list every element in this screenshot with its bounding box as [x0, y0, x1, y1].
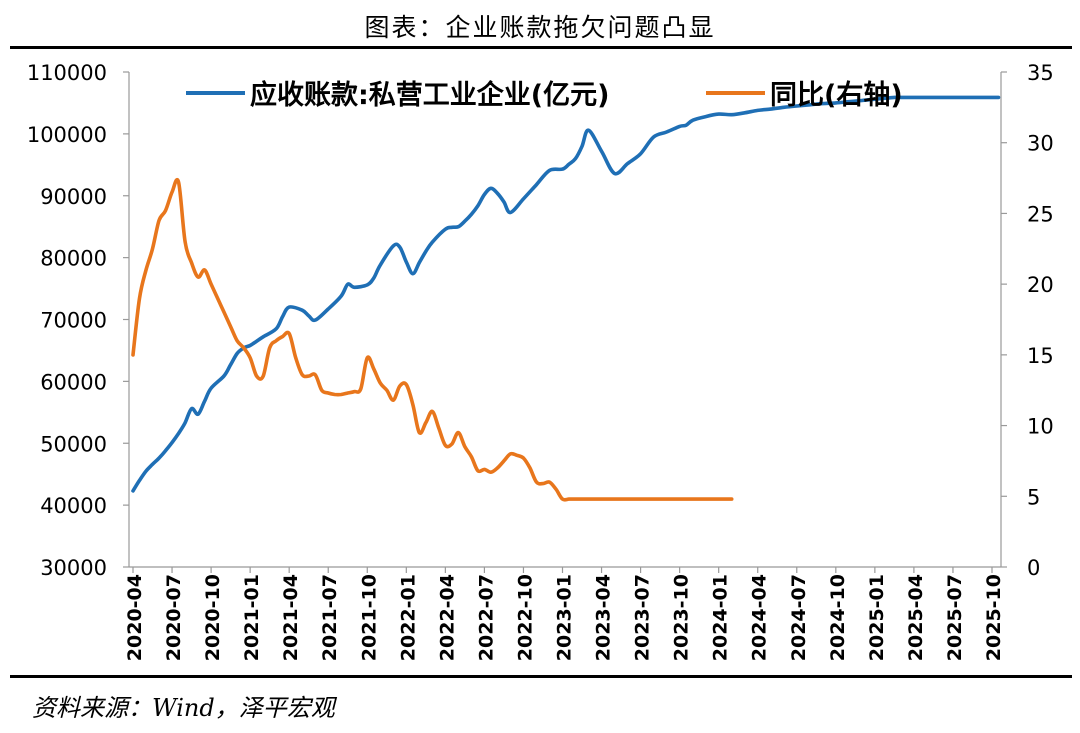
left-tick-label: 80000 [40, 247, 107, 271]
x-tick-label: 2023-10 [671, 574, 693, 661]
right-tick-label: 35 [1027, 61, 1054, 85]
x-tick-label: 2023-01 [554, 574, 576, 661]
left-tick-label: 60000 [40, 370, 107, 394]
right-tick-label: 10 [1027, 415, 1054, 439]
x-tick-label: 2023-07 [632, 574, 654, 661]
legend-label-yoy: 同比(右轴) [770, 80, 903, 111]
right-tick-label: 5 [1027, 485, 1040, 509]
left-tick-label: 50000 [40, 432, 107, 456]
right-tick-label: 30 [1027, 132, 1054, 156]
x-tick-label: 2021-01 [241, 574, 263, 661]
right-tick-label: 0 [1027, 556, 1040, 580]
x-tick-label: 2020-10 [202, 574, 224, 661]
x-tick-label: 2024-10 [827, 574, 849, 661]
x-tick-label: 2024-04 [749, 574, 771, 661]
series-line-receivables [131, 95, 1001, 493]
bottom-rule [10, 675, 1072, 678]
x-tick-label: 2024-07 [788, 574, 810, 661]
left-tick-label: 90000 [40, 185, 107, 209]
left-tick-label: 70000 [40, 309, 107, 333]
x-tick-label: 2021-04 [280, 574, 302, 661]
series-line-yoy [131, 177, 734, 502]
x-tick-label: 2025-04 [905, 574, 927, 661]
source-note: 资料来源：Wind，泽平宏观 [32, 694, 335, 722]
x-tick-label: 2023-04 [593, 574, 615, 661]
legend-label-receivables: 应收账款:私营工业企业(亿元) [250, 79, 609, 111]
x-tick-label: 2022-04 [436, 574, 458, 661]
right-tick-label: 25 [1027, 202, 1054, 226]
left-tick-label: 30000 [40, 556, 107, 580]
x-tick-label: 2022-10 [514, 574, 536, 661]
left-tick-label: 100000 [27, 123, 107, 147]
x-tick-label: 2025-10 [983, 574, 1005, 661]
x-tick-label: 2025-07 [944, 574, 966, 661]
right-tick-label: 15 [1027, 344, 1054, 368]
x-tick-label: 2025-01 [866, 574, 888, 661]
x-tick-label: 2020-07 [163, 574, 185, 661]
chart-title: 图表：企业账款拖欠问题凸显 [364, 13, 716, 42]
x-tick-label: 2021-10 [358, 574, 380, 661]
left-tick-label: 110000 [27, 61, 107, 85]
x-tick-label: 2024-01 [710, 574, 732, 661]
x-tick-label: 2020-04 [124, 574, 146, 661]
right-tick-label: 20 [1027, 273, 1054, 297]
top-rule [10, 46, 1072, 49]
x-tick-label: 2021-07 [319, 574, 341, 661]
x-tick-label: 2022-01 [397, 574, 419, 661]
x-tick-label: 2022-07 [475, 574, 497, 661]
left-tick-label: 40000 [40, 494, 107, 518]
